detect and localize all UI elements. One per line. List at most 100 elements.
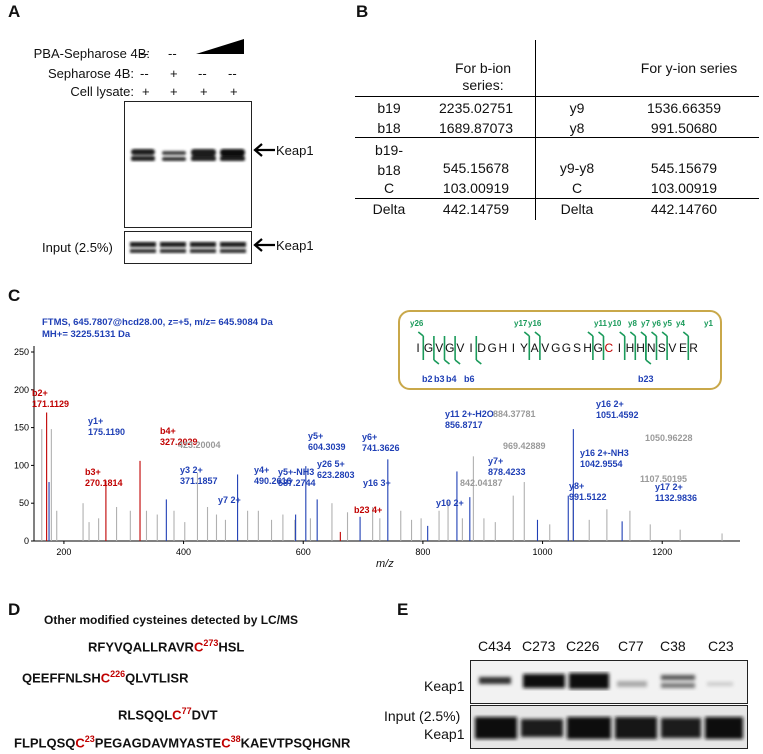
peak-annotation-value: 171.1129 — [32, 399, 69, 409]
peptide-seq: DVT — [191, 707, 218, 723]
table-cell: 103.00919 — [442, 180, 510, 196]
sequence-residue: R — [689, 341, 698, 355]
peak-annotation-label: 1050.96228 — [645, 433, 693, 443]
table-cell: 442.14759 — [442, 201, 510, 217]
x-tick-label: 600 — [296, 547, 311, 557]
peak-annotation-label: y6+ — [362, 432, 377, 442]
peak-annotation-label: 969.42889 — [503, 441, 546, 451]
x-tick-label: 800 — [415, 547, 430, 557]
table-cell: Delta — [372, 201, 406, 217]
cysteine-residue: C — [221, 735, 231, 751]
peak-annotation-label: b2+ — [32, 388, 48, 398]
peptide-seq: HSL — [218, 639, 245, 655]
blot-a-main — [124, 101, 252, 228]
peak-annotation-label: y16 2+ — [596, 399, 624, 409]
lys-val-3: + — [200, 84, 208, 99]
table-cell: 103.00919 — [650, 180, 718, 196]
table-rule-mid — [355, 137, 759, 139]
lane-label: C434 — [478, 638, 512, 654]
peak-annotation-label: y5+ — [308, 431, 323, 441]
y-ion-flag — [523, 331, 530, 337]
peptide-c77: RLSQQLC77DVT — [118, 706, 218, 722]
y-ion-label: y8 — [628, 319, 637, 328]
b-ion-flag — [444, 359, 450, 365]
lane-label: C226 — [566, 638, 600, 654]
b-ion-flag — [454, 359, 461, 365]
table-header-b: For b-ion series: — [454, 60, 512, 93]
sequence-residue: I — [618, 341, 621, 355]
sequence-residue: N — [647, 341, 656, 355]
pba-val-2: -- — [168, 46, 177, 61]
sequence-residue: H — [498, 341, 507, 355]
peak-annotation-value: 587.2744 — [278, 478, 316, 488]
sequence-residue: E — [679, 341, 687, 355]
sequence-residue: G — [594, 341, 603, 355]
seph-val-1: -- — [140, 66, 149, 81]
peptide-seq: QLVTLISR — [125, 670, 189, 686]
y-tick-label: 250 — [14, 347, 29, 357]
y-ion-label: y1 — [704, 319, 713, 328]
peak-annotation-label: 842.04187 — [460, 478, 503, 488]
peptide-c226: QEEFFNLSHC226QLVTLISR — [22, 669, 188, 685]
peak-annotation-value: 175.1190 — [88, 427, 125, 437]
table-cell: b19- b18 — [374, 142, 404, 178]
lane-label: C23 — [708, 638, 734, 654]
arrow-left-icon — [253, 238, 275, 252]
peak-annotation-value: 878.4233 — [488, 467, 526, 477]
table-cell: C — [571, 180, 583, 196]
peak-annotation-label: y26 5+ — [317, 459, 345, 469]
y-ion-label: y16 — [528, 319, 542, 328]
cysteine-residue: C — [193, 639, 204, 655]
keap1-input-label-a: Keap1 — [276, 238, 314, 253]
lysate-row-label: Cell lysate: — [70, 84, 134, 99]
lane-label: C273 — [522, 638, 556, 654]
peak-annotation-value: 327.2029 — [160, 437, 198, 447]
sequence-residue: S — [658, 341, 666, 355]
sequence-residue: H — [583, 341, 592, 355]
x-tick-label: 400 — [176, 547, 191, 557]
cysteine-position: 38 — [230, 734, 241, 744]
seph-val-2: + — [170, 66, 178, 81]
peak-annotation-label: y7 2+ — [218, 495, 241, 505]
sequence-residue: I — [416, 341, 419, 355]
peak-annotation-value: 741.3626 — [362, 443, 400, 453]
peak-annotation-label: b4+ — [160, 426, 176, 436]
cysteine-position: 23 — [84, 734, 95, 744]
peak-annotation-label: y1+ — [88, 416, 103, 426]
y-ion-flag — [651, 331, 657, 337]
table-cell: 1536.66359 — [647, 100, 721, 116]
peptide-seq: RFYVQALLRAVR — [88, 639, 194, 655]
b-ion-label: b23 — [638, 374, 654, 384]
y-tick-label: 50 — [19, 498, 29, 508]
sequence-residue: G — [488, 341, 497, 355]
peak-annotation-value: 1132.9836 — [655, 493, 697, 503]
peak-annotation-label: 884.37781 — [493, 409, 536, 419]
y-ion-label: y4 — [676, 319, 685, 328]
x-axis-label: m/z — [376, 558, 394, 570]
table-cell: y8 — [569, 120, 585, 136]
lane-label: C77 — [618, 638, 644, 654]
keap1-label-a: Keap1 — [276, 143, 314, 158]
b-ion-flag — [433, 359, 440, 365]
peak-annotation-value: 623.2803 — [317, 470, 355, 480]
sequence-residue: H — [636, 341, 645, 355]
panel-label-d: D — [8, 600, 21, 619]
peak-annotation-label: b23 4+ — [354, 505, 382, 515]
peak-annotation-label: y17 2+ — [655, 482, 683, 492]
sequence-residue: V — [456, 341, 464, 355]
peptide-c273: RFYVQALLRAVRC273HSL — [88, 638, 244, 654]
peak-annotation-value: 1051.4592 — [596, 410, 639, 420]
y-tick-label: 100 — [14, 460, 29, 470]
lys-val-2: + — [170, 84, 178, 99]
peptide-c23-c38: FLPLQSQC23PEGAGDAVMYASTEC38KAEVTPSQHGNR — [14, 734, 350, 750]
y-ion-flag — [640, 331, 647, 337]
table-cell: 545.15678 — [442, 160, 510, 176]
sequence-residue: Y — [520, 341, 528, 355]
y-ion-label: y11 — [594, 319, 607, 328]
peak-annotation-label: y7+ — [488, 456, 503, 466]
y-ion-label: y7 — [641, 319, 650, 328]
y-ion-flag — [629, 331, 636, 337]
table-cell: y9-y8 — [559, 160, 595, 176]
table-b: For b-ion series: For y-ion series b19 2… — [355, 40, 759, 220]
